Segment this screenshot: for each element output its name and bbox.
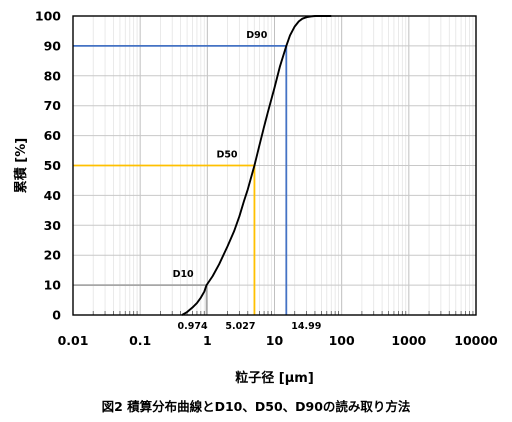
figure-caption: 図2 積算分布曲線とD10、D50、D90の読み取り方法 xyxy=(101,399,411,414)
marker-value-d90: 14.99 xyxy=(291,321,321,332)
marker-value-d10: 0.974 xyxy=(178,321,208,332)
x-tick-label: 0.1 xyxy=(129,333,151,348)
y-tick-label: 30 xyxy=(44,218,62,233)
x-tick-label: 1 xyxy=(203,333,212,348)
y-tick-label: 50 xyxy=(44,158,62,173)
plot-border xyxy=(72,15,477,316)
y-tick-label: 90 xyxy=(44,38,62,53)
y-tick-label: 100 xyxy=(35,9,61,24)
x-tick-label: 10000 xyxy=(454,333,498,348)
y-tick-label: 40 xyxy=(44,188,62,203)
marker-label-d10: D10 xyxy=(173,269,194,280)
x-tick-label: 1000 xyxy=(391,333,426,348)
marker-label-d50: D50 xyxy=(216,150,237,161)
y-tick-label: 60 xyxy=(44,128,62,143)
y-tick-label: 70 xyxy=(44,98,62,113)
marker-value-d50: 5.027 xyxy=(225,321,255,332)
y-tick-label: 10 xyxy=(44,278,62,293)
particle-size-chart: 0 10 20 30 40 50 60 70 80 90 100 0.01 0.1 1 10 100 1000 1… xyxy=(13,9,498,387)
y-tick-label: 20 xyxy=(44,248,62,263)
y-axis-title: 累積 [%] xyxy=(13,138,29,193)
y-tick-label: 0 xyxy=(52,308,61,323)
x-tick-label: 10 xyxy=(266,333,284,348)
marker-label-d90: D90 xyxy=(246,30,267,41)
y-tick-label: 80 xyxy=(44,68,62,83)
cumulative-curve xyxy=(181,15,332,316)
x-tick-label: 0.01 xyxy=(58,333,89,348)
x-tick-label: 100 xyxy=(329,333,355,348)
x-axis-title: 粒子径 [μm] xyxy=(235,370,314,386)
